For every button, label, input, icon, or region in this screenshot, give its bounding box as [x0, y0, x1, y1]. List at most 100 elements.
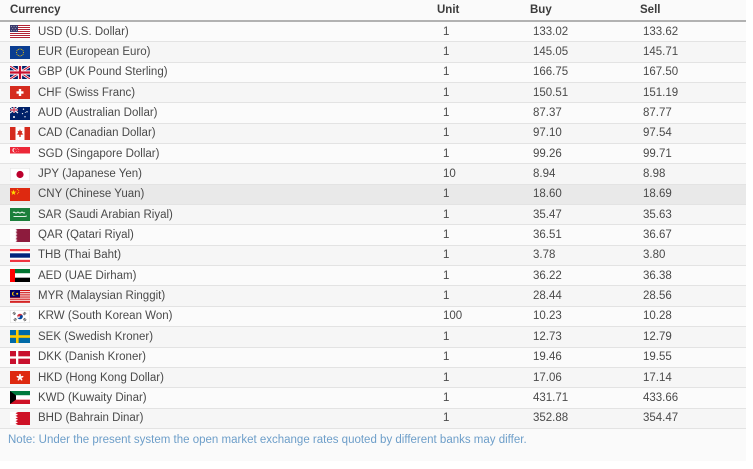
buy-value: 431.71 [533, 391, 569, 404]
table-row[interactable]: THB (Thai Baht) 1 3.78 3.80 [0, 245, 746, 267]
bh-flag-icon [10, 411, 30, 425]
currency-label: MYR (Malaysian Ringgit) [38, 290, 166, 303]
table-row[interactable]: SGD (Singapore Dollar) 1 99.26 99.71 [0, 144, 746, 165]
currency-label: CNY (Chinese Yuan) [38, 188, 145, 201]
buy-value: 87.37 [533, 107, 562, 120]
table-row[interactable]: AUD (Australian Dollar) 1 87.37 87.77 [0, 103, 746, 124]
currency-cell: CHF (Swiss Franc) [0, 86, 437, 100]
unit-value: 1 [443, 391, 450, 404]
sell-value: 133.62 [643, 25, 679, 38]
currency-cell: AUD (Australian Dollar) [0, 106, 437, 120]
buy-value: 133.02 [533, 25, 569, 38]
buy-value: 36.22 [533, 269, 562, 282]
table-row[interactable]: QAR (Qatari Riyal) 1 36.51 36.67 [0, 225, 746, 246]
currency-label: USD (U.S. Dollar) [38, 25, 129, 38]
eu-flag-icon [10, 45, 30, 59]
column-header-unit: Unit [437, 4, 460, 16]
currency-label: DKK (Danish Kroner) [38, 351, 147, 364]
table-row[interactable]: CNY (Chinese Yuan) 1 18.60 18.69 [0, 184, 746, 206]
table-row[interactable]: KRW (South Korean Won) 100 10.23 10.28 [0, 306, 746, 328]
unit-value: 1 [443, 66, 450, 79]
cn-flag-icon [10, 187, 30, 201]
buy-value: 36.51 [533, 229, 562, 242]
currency-cell: SEK (Swedish Kroner) [0, 330, 437, 344]
sa-flag-icon [10, 208, 30, 222]
currency-label: SAR (Saudi Arabian Riyal) [38, 208, 173, 221]
currency-label: HKD (Hong Kong Dollar) [38, 371, 164, 384]
sell-value: 12.79 [643, 330, 672, 343]
currency-label: BHD (Bahrain Dinar) [38, 412, 144, 425]
jp-flag-icon [10, 167, 30, 181]
unit-value: 1 [443, 330, 450, 343]
au-flag-icon [10, 106, 30, 120]
kw-flag-icon [10, 391, 30, 405]
currency-label: SEK (Swedish Kroner) [38, 330, 154, 343]
sell-value: 28.56 [643, 290, 672, 303]
table-row[interactable]: CAD (Canadian Dollar) 1 97.10 97.54 [0, 123, 746, 145]
currency-cell: JPY (Japanese Yen) [0, 167, 437, 181]
buy-value: 35.47 [533, 208, 562, 221]
table-row[interactable]: SEK (Swedish Kroner) 1 12.73 12.79 [0, 327, 746, 348]
unit-value: 1 [443, 412, 450, 425]
unit-value: 1 [443, 107, 450, 120]
table-row[interactable]: EUR (European Euro) 1 145.05 145.71 [0, 42, 746, 63]
sell-value: 8.98 [643, 168, 666, 181]
sell-value: 36.38 [643, 269, 672, 282]
table-row[interactable]: MYR (Malaysian Ringgit) 1 28.44 28.56 [0, 286, 746, 307]
currency-cell: CNY (Chinese Yuan) [0, 187, 437, 201]
column-header-currency: Currency [10, 4, 61, 16]
se-flag-icon [10, 330, 30, 344]
currency-cell: SGD (Singapore Dollar) [0, 147, 437, 161]
table-row[interactable]: KWD (Kuwaity Dinar) 1 431.71 433.66 [0, 388, 746, 409]
buy-value: 97.10 [533, 127, 562, 140]
sell-value: 97.54 [643, 127, 672, 140]
table-row[interactable]: HKD (Hong Kong Dollar) 1 17.06 17.14 [0, 367, 746, 389]
buy-value: 18.60 [533, 188, 562, 201]
unit-value: 1 [443, 249, 450, 262]
currency-cell: HKD (Hong Kong Dollar) [0, 371, 437, 385]
sell-value: 87.77 [643, 107, 672, 120]
unit-value: 1 [443, 86, 450, 99]
unit-value: 1 [443, 371, 450, 384]
sell-value: 10.28 [643, 310, 672, 323]
sell-value: 18.69 [643, 188, 672, 201]
currency-label: EUR (European Euro) [38, 46, 151, 59]
sell-value: 145.71 [643, 46, 679, 59]
currency-cell: DKK (Danish Kroner) [0, 350, 437, 364]
table-row[interactable]: AED (UAE Dirham) 1 36.22 36.38 [0, 266, 746, 287]
table-row[interactable]: DKK (Danish Kroner) 1 19.46 19.55 [0, 347, 746, 368]
sell-value: 35.63 [643, 208, 672, 221]
unit-value: 100 [443, 310, 463, 323]
currency-cell: EUR (European Euro) [0, 45, 437, 59]
kr-flag-icon [10, 309, 30, 323]
unit-value: 1 [443, 290, 450, 303]
buy-value: 10.23 [533, 310, 562, 323]
column-header-buy: Buy [530, 4, 552, 16]
table-row[interactable]: BHD (Bahrain Dinar) 1 352.88 354.47 [0, 408, 746, 429]
ca-flag-icon [10, 126, 30, 140]
currency-cell: THB (Thai Baht) [0, 248, 437, 262]
unit-value: 1 [443, 25, 450, 38]
unit-value: 1 [443, 208, 450, 221]
currency-cell: QAR (Qatari Riyal) [0, 228, 437, 242]
currency-label: KRW (South Korean Won) [38, 310, 173, 323]
us-flag-icon [10, 25, 30, 39]
note-text: Note: Under the present system the open … [8, 434, 527, 446]
table-row[interactable]: CHF (Swiss Franc) 1 150.51 151.19 [0, 83, 746, 104]
qa-flag-icon [10, 228, 30, 242]
unit-value: 1 [443, 269, 450, 282]
table-row[interactable]: JPY (Japanese Yen) 10 8.94 8.98 [0, 164, 746, 185]
currency-label: AUD (Australian Dollar) [38, 107, 158, 120]
table-row[interactable]: GBP (UK Pound Sterling) 1 166.75 167.50 [0, 62, 746, 84]
unit-value: 1 [443, 127, 450, 140]
currency-cell: CAD (Canadian Dollar) [0, 126, 437, 140]
unit-value: 1 [443, 229, 450, 242]
buy-value: 8.94 [533, 168, 556, 181]
unit-value: 1 [443, 147, 450, 160]
currency-cell: SAR (Saudi Arabian Riyal) [0, 208, 437, 222]
table-row[interactable]: USD (U.S. Dollar) 1 133.02 133.62 [0, 22, 746, 43]
currency-label: JPY (Japanese Yen) [38, 168, 143, 181]
sell-value: 354.47 [643, 412, 679, 425]
table-row[interactable]: SAR (Saudi Arabian Riyal) 1 35.47 35.63 [0, 205, 746, 226]
currency-cell: AED (UAE Dirham) [0, 269, 437, 283]
